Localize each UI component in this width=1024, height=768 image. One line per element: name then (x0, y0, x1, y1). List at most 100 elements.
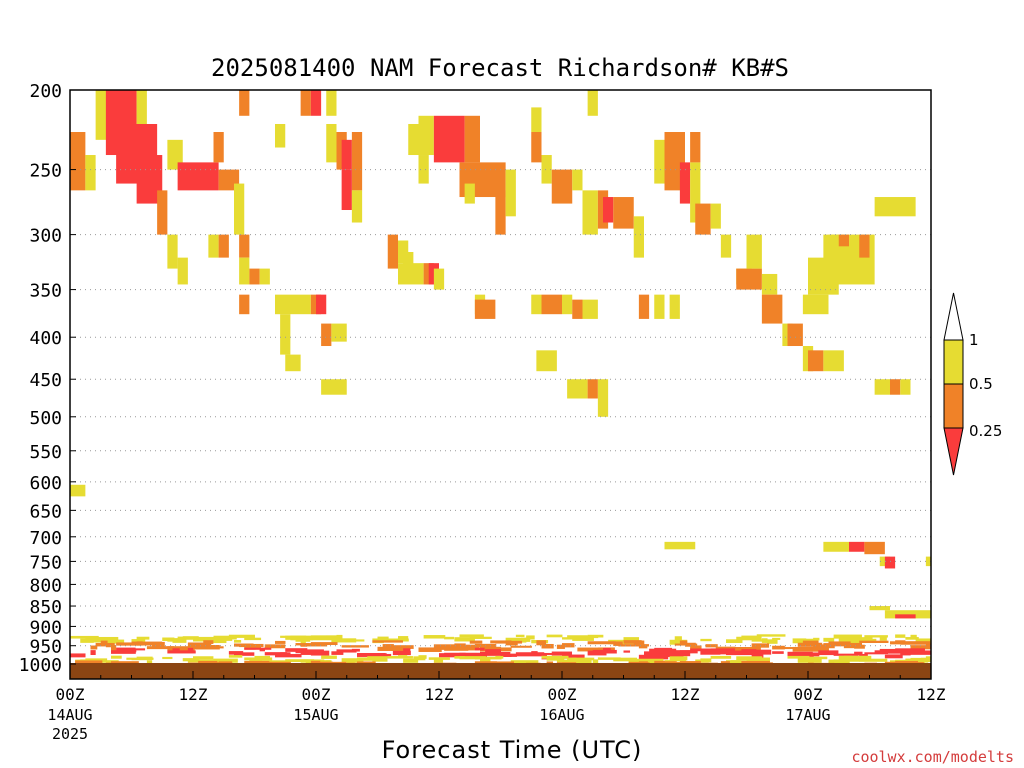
boundary-layer-streak (818, 644, 835, 649)
y-tick-label: 500 (29, 408, 62, 429)
boundary-layer-streak (562, 659, 592, 665)
boundary-layer-streak (587, 641, 616, 645)
data-cell (849, 541, 865, 552)
boundary-layer-streak (136, 656, 153, 660)
boundary-layer-streak (756, 634, 786, 637)
y-tick-label: 300 (29, 226, 62, 247)
boundary-layer-streak (925, 643, 931, 647)
x-date-label: 17AUG (785, 706, 830, 724)
data-cell (239, 234, 250, 258)
boundary-layer-streak (884, 654, 903, 659)
boundary-layer-streak (900, 651, 911, 656)
data-cell (746, 234, 762, 269)
data-cell (351, 190, 363, 223)
data-cell (321, 323, 332, 347)
data-cell (823, 541, 849, 552)
boundary-layer-streak (567, 657, 577, 661)
boundary-layer-streak (398, 645, 404, 650)
boundary-layer-streak (208, 638, 227, 644)
boundary-layer-streak (556, 644, 565, 649)
y-tick-label: 350 (29, 281, 62, 302)
boundary-layer-streak (167, 650, 196, 654)
data-cell (633, 216, 644, 258)
boundary-layer-streak (505, 637, 531, 642)
boundary-layer-streak (121, 648, 137, 653)
boundary-layer-streak (70, 653, 86, 658)
boundary-layer-streak (772, 637, 781, 640)
boundary-layer-streak (659, 661, 677, 664)
boundary-layer-streak (669, 639, 688, 645)
boundary-layer-streak (521, 637, 527, 643)
boundary-layer-streak (915, 658, 929, 663)
boundary-layer-streak (336, 649, 357, 653)
data-cell (326, 123, 337, 163)
data-cell (690, 162, 701, 223)
data-cell (823, 350, 844, 372)
data-cell (495, 190, 506, 235)
legend-yellow (943, 339, 964, 385)
data-cell (669, 294, 680, 319)
boundary-layer-streak (685, 642, 696, 647)
boundary-layer-streak (264, 661, 291, 664)
legend-bottom-arrow (943, 427, 964, 476)
data-cell (736, 268, 762, 290)
boundary-layer-streak (490, 652, 502, 656)
color-legend: 1 0.5 0.25 (943, 292, 1002, 476)
boundary-layer-streak (428, 657, 450, 660)
boundary-layer-streak (649, 648, 677, 654)
boundary-layer-streak (111, 661, 139, 665)
boundary-layer-streak (495, 655, 504, 659)
boundary-layer-streak (111, 655, 122, 659)
boundary-layer-streak (787, 655, 810, 659)
boundary-layer-streak (823, 637, 835, 642)
data-cell (864, 541, 885, 555)
data-cell (167, 234, 178, 269)
boundary-layer-streak (275, 654, 302, 658)
data-cell (418, 115, 434, 156)
data-cell (433, 268, 445, 290)
boundary-layer-streak (193, 636, 222, 642)
x-tick-label: 00Z (302, 685, 331, 704)
x-tick-label: 00Z (794, 685, 823, 704)
boundary-layer-streak (326, 635, 338, 640)
boundary-layer-streak (638, 646, 648, 649)
y-tick-label: 900 (29, 617, 62, 638)
boundary-layer-streak (300, 643, 308, 647)
boundary-layer-streak (843, 645, 860, 649)
data-cell (572, 299, 583, 319)
boundary-layer-streak (459, 645, 480, 651)
data-cell (582, 299, 598, 319)
boundary-layer-streak (234, 652, 255, 656)
boundary-layer-streak (454, 643, 466, 647)
boundary-layer-streak (357, 657, 387, 661)
boundary-layer-streak (193, 656, 214, 660)
data-cell (259, 268, 270, 285)
boundary-layer-streak (741, 635, 762, 641)
data-cell (316, 294, 327, 315)
boundary-layer-streak (259, 660, 290, 663)
boundary-layer-streak (111, 646, 117, 651)
boundary-layer-streak (264, 652, 288, 656)
boundary-layer-streak (105, 639, 125, 644)
data-cell (582, 190, 598, 235)
data-cell (310, 90, 322, 116)
data-cell (710, 203, 721, 229)
data-cell (331, 323, 347, 342)
legend-top-arrow (943, 292, 964, 341)
x-tick-label: 00Z (548, 685, 577, 704)
boundary-layer-streak (505, 641, 518, 646)
data-cell (167, 139, 183, 170)
boundary-layer-streak (90, 645, 98, 650)
boundary-layer-streak (244, 647, 272, 650)
boundary-layer-streak (772, 651, 784, 654)
data-cell (505, 169, 516, 217)
boundary-layer-streak (546, 634, 563, 638)
boundary-layer-streak (562, 654, 585, 659)
data-cell (464, 183, 475, 204)
data-cell (177, 162, 219, 191)
boundary-layer-streak (536, 640, 547, 646)
boundary-layer-streak (162, 656, 173, 660)
boundary-layer-streak (162, 637, 175, 642)
boundary-layer-streak (70, 635, 99, 639)
boundary-layer-streak (510, 660, 539, 666)
